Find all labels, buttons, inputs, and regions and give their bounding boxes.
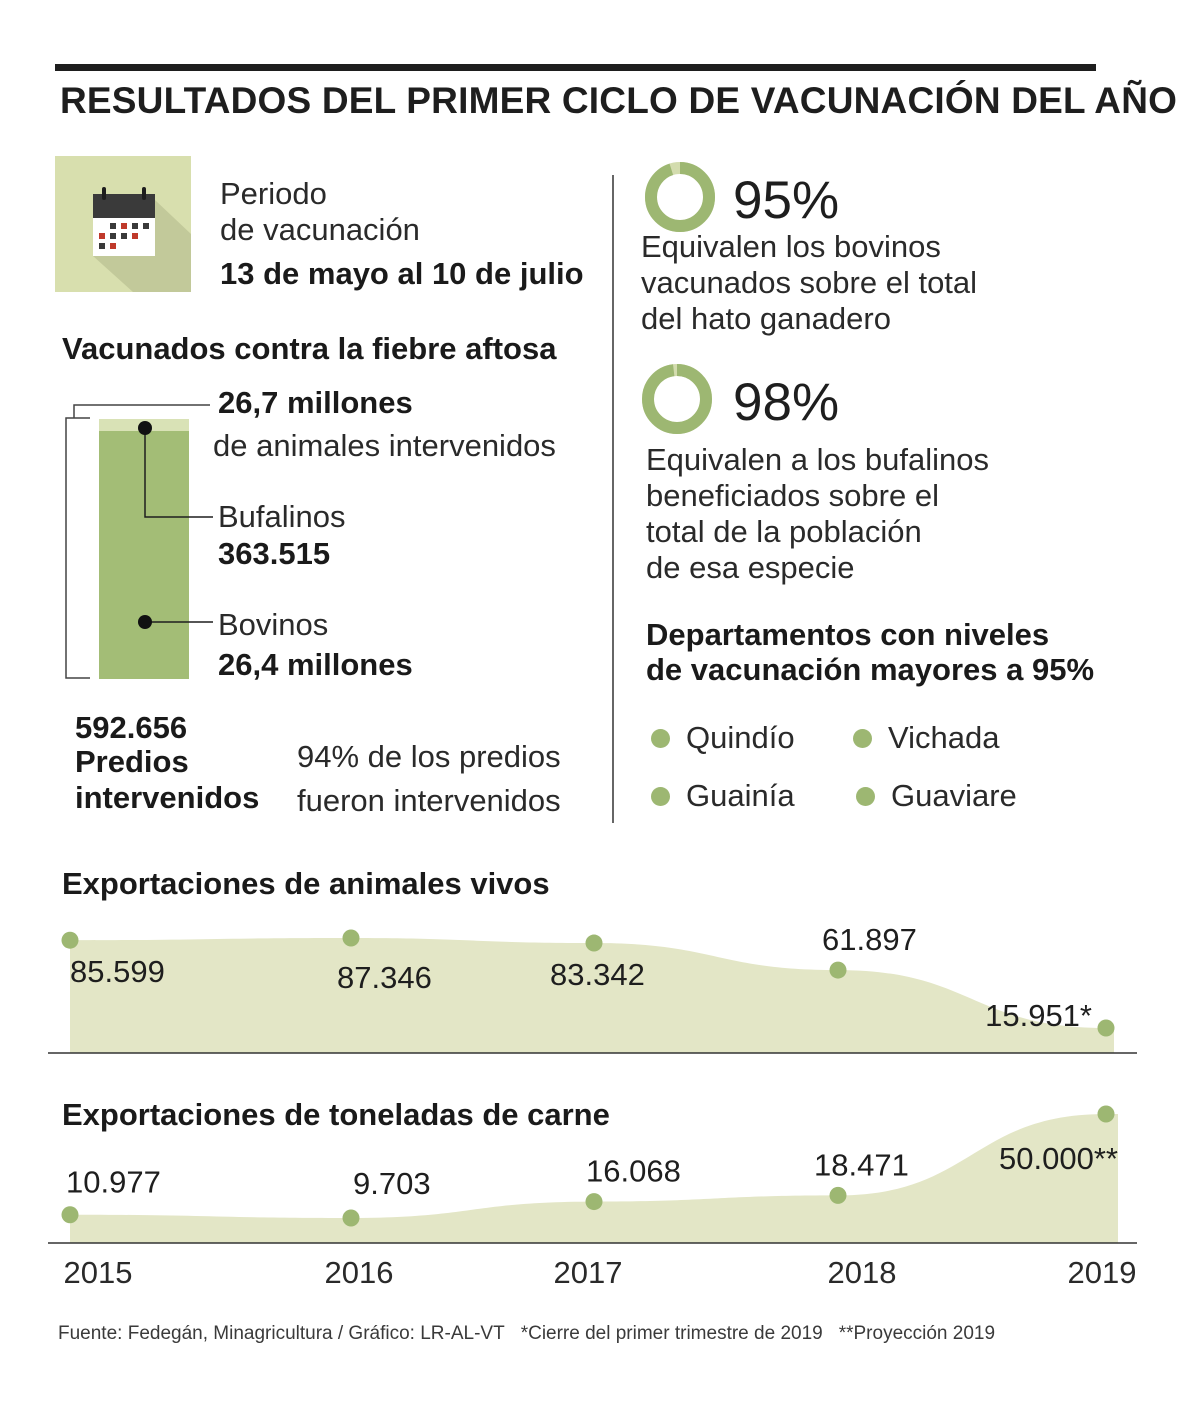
bufalinos-percent-line4: de esa especie — [646, 550, 855, 585]
calendar-icon-panel — [55, 156, 191, 292]
live-animals-point — [829, 961, 847, 979]
beef-tons-data-label: 9.703 — [353, 1166, 431, 1201]
beef-tons-area — [70, 1114, 1118, 1243]
bufalinos-percent-ring — [642, 364, 712, 434]
bovinos-percent-line2: vacunados sobre el total — [641, 265, 978, 300]
department-item: Guainía — [651, 778, 795, 814]
predios-pct-line1: 94% de los predios — [297, 739, 561, 774]
bovinos-label: Bovinos — [218, 607, 329, 642]
bovinos-percent-line3: del hato ganadero — [641, 301, 891, 336]
beef-tons-chart-title: Exportaciones de toneladas de carne — [62, 1097, 610, 1132]
live-animals-point — [1097, 1019, 1115, 1037]
period-label-line1: Periodo — [220, 176, 327, 211]
beef-tons-point — [1097, 1105, 1115, 1123]
department-item: Vichada — [853, 720, 999, 756]
x-axis-tick-label: 2017 — [554, 1255, 623, 1290]
bufalinos-percent-line2: beneficiados sobre el — [646, 478, 939, 513]
x-axis-tick-label: 2018 — [828, 1255, 897, 1290]
footer-note-trimester: *Cierre del primer trimestre de 2019 — [520, 1323, 823, 1344]
total-animals-label: de animales intervenidos — [213, 428, 556, 463]
beef-tons-point — [61, 1206, 79, 1224]
predios-value: 592.656 — [75, 710, 188, 745]
live-animals-point — [61, 931, 79, 949]
period-dates: 13 de mayo al 10 de julio — [220, 256, 584, 291]
beef-tons-data-label: 16.068 — [586, 1154, 681, 1189]
top-rule — [55, 64, 1096, 71]
vaccinated-bar-graphic — [65, 404, 213, 679]
bufalinos-percent-line3: total de la población — [646, 514, 922, 549]
bovinos-percent-ring — [645, 162, 715, 232]
live-animals-point — [585, 934, 603, 952]
total-animals-value: 26,7 millones — [218, 385, 413, 420]
bufalinos-label: Bufalinos — [218, 499, 346, 534]
footer-note-projection: **Proyección 2019 — [838, 1323, 996, 1344]
department-item: Quindío — [651, 720, 795, 756]
period-label-line2: de vacunación — [220, 212, 420, 247]
footer-source: Fuente: Fedegán, Minagricultura / Gráfic… — [58, 1323, 505, 1344]
x-axis-tick-label: 2016 — [325, 1255, 394, 1290]
predios-label-line1: Predios — [75, 744, 189, 779]
bullet-dot-icon — [651, 728, 670, 748]
beef-tons-data-label: 18.471 — [814, 1147, 909, 1182]
live-animals-point — [342, 929, 360, 947]
beef-tons-data-label: 10.977 — [66, 1165, 161, 1200]
x-axis-tick-label: 2015 — [64, 1255, 133, 1290]
department-item: Guaviare — [856, 778, 1017, 814]
live-animals-area — [70, 938, 1114, 1053]
vaccinated-heading: Vacunados contra la fiebre aftosa — [62, 331, 557, 366]
x-axis-tick-label: 2019 — [1068, 1255, 1137, 1290]
departments-heading-line1: Departamentos con niveles — [646, 617, 1050, 652]
live-animals-data-label: 87.346 — [337, 960, 432, 995]
export-area-charts: 85.599 87.346 83.342 61.897 15.951* 10.977 9.7… — [48, 922, 1137, 1290]
live-animals-data-label: 85.599 — [70, 954, 165, 989]
bullet-dot-icon — [853, 728, 872, 748]
bullet-dot-icon — [856, 786, 875, 806]
bovinos-percent-line1: Equivalen los bovinos — [641, 229, 941, 264]
bovinos-value: 26,4 millones — [218, 647, 413, 682]
calendar-icon — [55, 156, 191, 292]
predios-label-line2: intervenidos — [75, 780, 260, 815]
bufalinos-value: 363.515 — [218, 536, 331, 571]
bullet-dot-icon — [651, 786, 670, 806]
beef-tons-data-label: 50.000** — [999, 1141, 1118, 1176]
page-title: RESULTADOS DEL PRIMER CICLO DE VACUNACIÓ… — [60, 80, 1178, 121]
bufalinos-percent-line1: Equivalen a los bufalinos — [646, 442, 989, 477]
footer: Fuente: Fedegán, Minagricultura / Gráfic… — [58, 1323, 995, 1345]
bufalinos-percent-value: 98% — [733, 373, 840, 432]
predios-pct-line2: fueron intervenidos — [297, 783, 561, 818]
beef-tons-point — [342, 1209, 360, 1227]
departments-heading-line2: de vacunación mayores a 95% — [646, 652, 1095, 687]
live-animals-data-label: 15.951* — [985, 998, 1092, 1033]
live-animals-chart-title: Exportaciones de animales vivos — [62, 866, 550, 901]
live-animals-data-label: 83.342 — [550, 957, 645, 992]
beef-tons-point — [829, 1186, 847, 1204]
bovinos-percent-value: 95% — [733, 171, 840, 230]
live-animals-data-label: 61.897 — [822, 922, 917, 957]
beef-tons-point — [585, 1193, 603, 1211]
column-divider — [612, 175, 614, 823]
